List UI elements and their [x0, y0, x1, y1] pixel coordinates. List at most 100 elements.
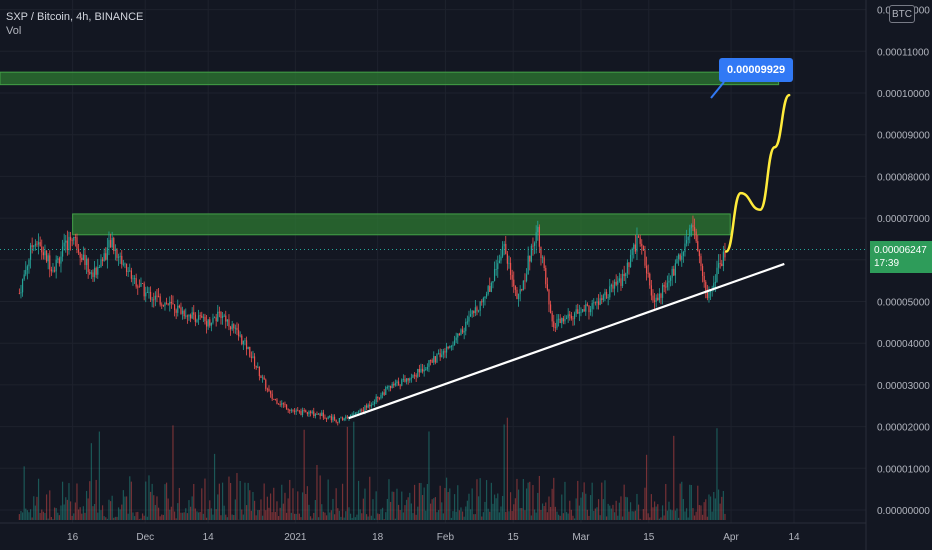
volume-bar: [90, 443, 92, 520]
volume-bar: [332, 498, 334, 520]
candle-body: [677, 254, 680, 259]
volume-bar: [193, 483, 195, 520]
candle-body: [589, 308, 592, 313]
candle-body: [57, 258, 59, 260]
candle-body: [561, 318, 563, 323]
candle-body: [215, 317, 217, 322]
volume-bar: [452, 511, 454, 520]
x-tick-label: 2021: [284, 532, 307, 543]
candle-body: [689, 228, 691, 237]
candle-body: [50, 269, 52, 272]
candle-body: [682, 252, 684, 256]
volume-bar: [100, 510, 102, 520]
candle-body: [428, 360, 430, 367]
candle-body: [457, 333, 459, 338]
candle-body: [332, 416, 334, 421]
volume-bar: [39, 512, 41, 520]
candle-body: [669, 277, 672, 281]
volume-bar: [289, 479, 291, 520]
volume-bar: [410, 503, 412, 520]
candle-body: [127, 271, 129, 272]
volume-bar: [556, 511, 558, 520]
candle-body: [153, 299, 155, 301]
volume-bar: [649, 517, 651, 520]
candle-body: [284, 403, 286, 405]
volume-bar: [645, 454, 648, 520]
candle-body: [706, 291, 708, 299]
candle-body: [268, 388, 270, 392]
candle-body: [700, 256, 702, 267]
volume-bar: [345, 511, 347, 520]
volume-bar: [148, 475, 150, 520]
volume-bar: [545, 502, 547, 520]
volume-bar: [61, 481, 64, 520]
x-tick-label: 18: [372, 532, 384, 543]
candle-body: [673, 268, 675, 276]
candle-body: [465, 321, 467, 332]
volume-bar: [153, 495, 155, 520]
candle-body: [282, 403, 284, 405]
volume-bar: [681, 481, 683, 520]
volume-bar: [477, 496, 480, 520]
volume-bar: [405, 499, 408, 520]
candle-body: [569, 314, 571, 316]
candle-body: [345, 416, 347, 419]
volume-bar: [543, 506, 545, 520]
volume-bar: [505, 511, 507, 520]
candle-body: [535, 232, 537, 244]
volume-bar: [429, 503, 432, 520]
candle-body: [405, 378, 408, 382]
candle-body: [722, 251, 724, 267]
volume-bar: [321, 504, 323, 520]
volume-bar: [468, 493, 470, 520]
volume-bar: [167, 498, 169, 520]
candle-body: [212, 317, 214, 323]
volume-bar: [538, 475, 540, 520]
last-price-tag: 0.00006247 17:39: [870, 241, 932, 273]
volume-bar: [623, 484, 625, 520]
candle-body: [460, 329, 462, 336]
volume-bar: [247, 482, 249, 520]
volume-bar: [629, 502, 632, 520]
volume-bar: [557, 514, 560, 520]
volume-bar: [234, 499, 236, 520]
volume-bar: [583, 482, 585, 520]
volume-bar: [119, 509, 121, 520]
candle-body: [306, 412, 308, 415]
volume-bar: [292, 488, 294, 520]
candle-body: [487, 286, 489, 294]
volume-bar: [201, 488, 203, 520]
volume-bar: [31, 517, 33, 520]
candle-body: [172, 303, 174, 305]
volume-bar: [605, 516, 608, 520]
candle-body: [522, 280, 524, 291]
symbol-title[interactable]: SXP / Bitcoin, 4h, BINANCE: [6, 11, 144, 23]
volume-bar: [49, 490, 51, 520]
candle-body: [401, 379, 403, 386]
candle-body: [333, 416, 336, 420]
candle-body: [681, 255, 683, 260]
volume-bar: [185, 508, 187, 520]
volume-bar: [689, 484, 691, 520]
target-callout[interactable]: 0.00009929: [719, 58, 794, 82]
volume-bar: [125, 496, 128, 520]
candle-body: [625, 273, 627, 277]
volume-bar: [141, 513, 144, 520]
volume-bar: [306, 486, 308, 520]
volume-bar: [653, 501, 656, 520]
candle-body: [137, 286, 139, 288]
volume-bar: [295, 513, 297, 520]
volume-bar: [361, 513, 363, 520]
volume-bar: [181, 512, 184, 520]
volume-bar: [231, 514, 233, 520]
candle-body: [119, 255, 121, 257]
volume-label[interactable]: Vol: [6, 25, 22, 37]
currency-badge[interactable]: BTC: [889, 5, 915, 23]
volume-bar: [530, 515, 532, 520]
volume-bar: [159, 516, 161, 520]
candle-body: [82, 254, 84, 261]
y-tick-label: 0.00010000: [877, 89, 930, 100]
candle-body: [143, 283, 145, 297]
volume-bar: [669, 509, 672, 520]
